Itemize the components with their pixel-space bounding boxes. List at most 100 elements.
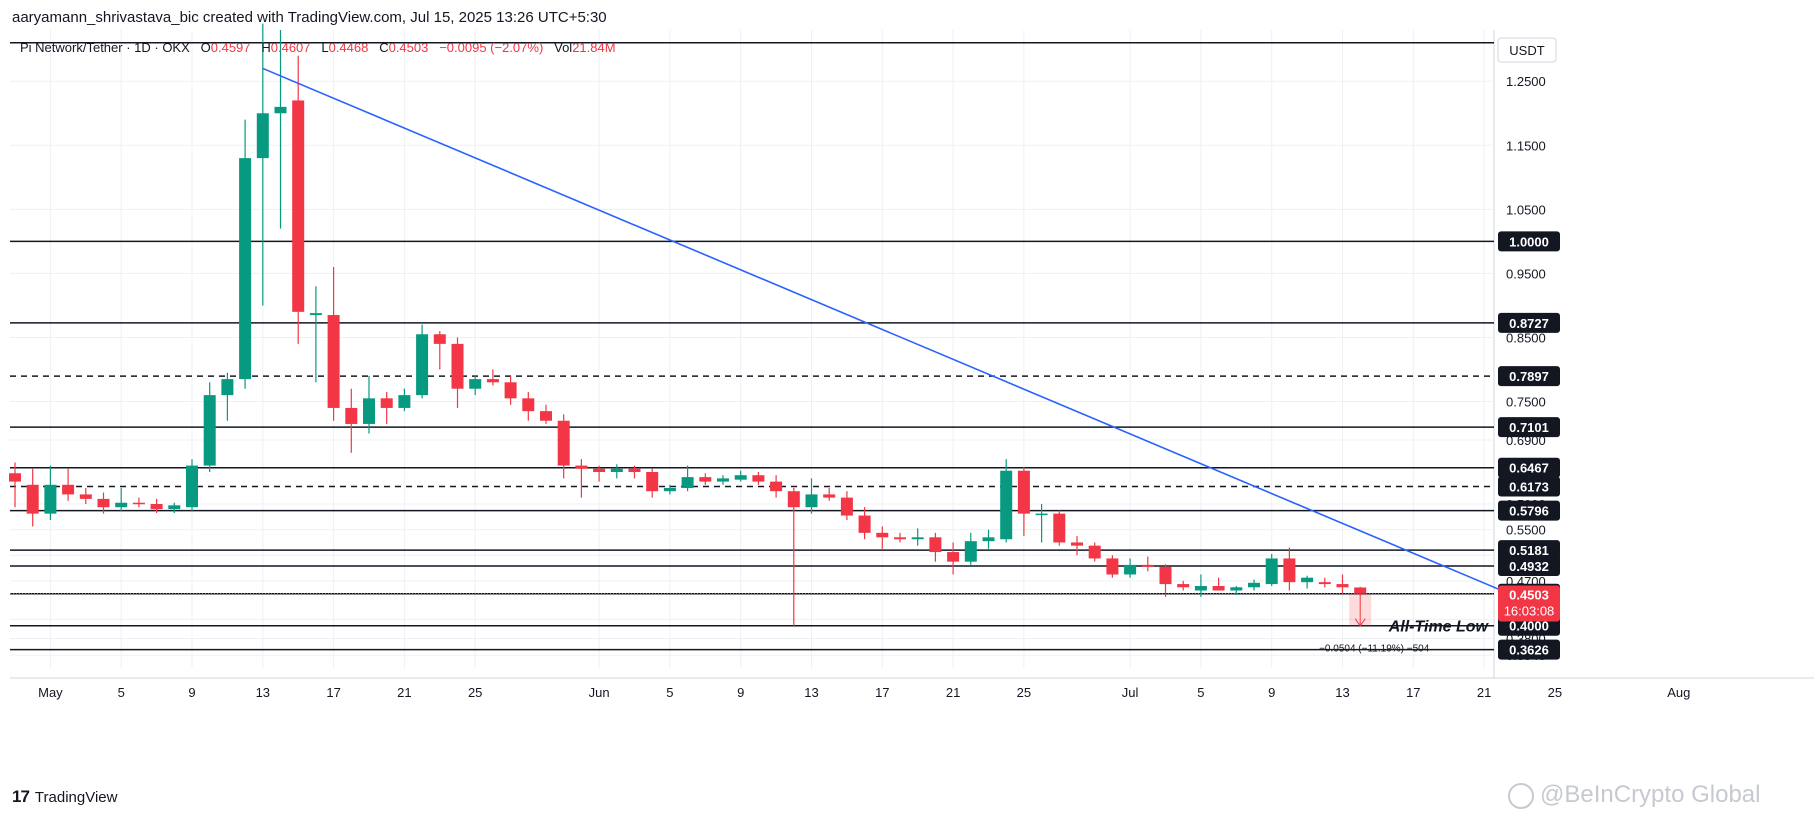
candle-body bbox=[1283, 558, 1296, 583]
trendline bbox=[262, 67, 1556, 614]
candle-body bbox=[982, 537, 995, 542]
x-tick-label: Jun bbox=[589, 685, 610, 700]
level-badge bbox=[1498, 476, 1560, 497]
candle-body bbox=[787, 491, 800, 508]
level-badge bbox=[1498, 556, 1560, 577]
candle-body bbox=[1318, 582, 1331, 585]
candle-body bbox=[752, 475, 765, 482]
y-tick-label: 0.8500 bbox=[1506, 330, 1546, 345]
candle-body bbox=[734, 475, 747, 480]
candle-body bbox=[239, 158, 252, 380]
x-tick-label: 21 bbox=[946, 685, 960, 700]
candle-body bbox=[363, 398, 375, 424]
candle-body bbox=[97, 498, 110, 508]
currency-button[interactable] bbox=[1497, 37, 1557, 63]
candle-body bbox=[1106, 558, 1119, 575]
x-tick-label: 9 bbox=[737, 685, 744, 700]
candle-body bbox=[274, 106, 287, 114]
level-badge-label: 0.3626 bbox=[1509, 643, 1549, 658]
candle-body bbox=[44, 484, 57, 514]
y-tick-label: 0.7500 bbox=[1506, 395, 1546, 410]
candle-body bbox=[1124, 564, 1137, 575]
currency-label: USDT bbox=[1509, 43, 1544, 58]
tradingview-mark-icon: 17 bbox=[12, 787, 30, 806]
candle-body bbox=[9, 473, 21, 482]
candle-body bbox=[947, 552, 960, 562]
candle-body bbox=[717, 478, 729, 482]
candle-body bbox=[964, 541, 977, 562]
level-badge bbox=[1498, 417, 1560, 438]
y-tick-label: 1.2500 bbox=[1506, 74, 1546, 89]
candle-body bbox=[1301, 577, 1314, 583]
candle-body bbox=[168, 505, 181, 510]
x-tick-label: 5 bbox=[118, 685, 125, 700]
level-badge-label: 0.6467 bbox=[1509, 461, 1549, 476]
candle-body bbox=[876, 532, 889, 538]
level-badge-label: 0.7101 bbox=[1509, 420, 1549, 435]
watermark-logo-icon bbox=[1508, 782, 1534, 809]
x-tick-label: 25 bbox=[1548, 685, 1562, 700]
candle-body bbox=[1000, 470, 1013, 540]
candle-body bbox=[221, 379, 234, 396]
candle-body bbox=[522, 398, 535, 412]
x-tick-label: 21 bbox=[1477, 685, 1491, 700]
annotation-label: All-Time Low bbox=[1388, 619, 1490, 636]
candle-body bbox=[540, 411, 552, 421]
open-label: O bbox=[200, 40, 211, 55]
x-tick-label: 13 bbox=[1335, 685, 1349, 700]
x-tick-label: 17 bbox=[326, 685, 340, 700]
current-price-label: 0.4503 bbox=[1509, 588, 1549, 603]
candle-body bbox=[1230, 587, 1243, 591]
candle-body bbox=[593, 468, 606, 472]
candle-body bbox=[1248, 582, 1260, 588]
level-badge bbox=[1498, 231, 1560, 252]
level-badge bbox=[1498, 500, 1560, 521]
candle-body bbox=[451, 343, 464, 389]
candle-body bbox=[1194, 586, 1207, 591]
level-badge-label: 0.5796 bbox=[1509, 504, 1549, 519]
high-label: H bbox=[261, 40, 271, 55]
x-tick-label: 9 bbox=[188, 685, 195, 700]
level-badge bbox=[1498, 540, 1560, 561]
volume-label: Vol bbox=[554, 40, 573, 55]
candle-body bbox=[309, 313, 322, 316]
tradingview-logo[interactable]: 17 TradingView bbox=[12, 787, 117, 807]
candle-body bbox=[840, 497, 853, 516]
level-badge bbox=[1498, 366, 1560, 387]
candle-body bbox=[79, 494, 92, 499]
watermark-text: @BeInCrypto Global bbox=[1540, 781, 1761, 808]
candle-body bbox=[486, 379, 499, 383]
x-tick-label: 5 bbox=[666, 685, 673, 700]
candle-body bbox=[699, 477, 712, 482]
level-badge-label: 1.0000 bbox=[1509, 234, 1549, 249]
candle-body bbox=[433, 334, 446, 344]
x-tick-label: 17 bbox=[875, 685, 889, 700]
level-badge-label: 0.8727 bbox=[1509, 316, 1549, 331]
candle-body bbox=[1354, 587, 1367, 594]
y-tick-label: 0.5500 bbox=[1506, 523, 1546, 538]
x-tick-label: 21 bbox=[397, 685, 411, 700]
close-value: 0.4503 bbox=[388, 40, 429, 55]
level-badge-label: 0.7897 bbox=[1509, 369, 1549, 384]
y-tick-label: 1.0500 bbox=[1506, 202, 1546, 217]
candle-body bbox=[256, 113, 269, 159]
candle-body bbox=[610, 468, 623, 472]
candle-body bbox=[1071, 542, 1083, 546]
candle-body bbox=[575, 465, 588, 469]
symbol-name[interactable]: Pi Network/Tether · 1D · OKX bbox=[20, 40, 190, 55]
candle-body bbox=[327, 315, 340, 408]
low-label: L bbox=[321, 40, 329, 55]
measure-arrowhead-icon bbox=[1354, 618, 1366, 627]
candle-body bbox=[1177, 584, 1190, 588]
candle-body bbox=[858, 515, 871, 533]
level-badge bbox=[1498, 457, 1560, 478]
candle-body bbox=[1088, 545, 1101, 559]
candle-body bbox=[345, 407, 358, 424]
candle-body bbox=[681, 477, 694, 489]
candle-body bbox=[292, 100, 305, 312]
candle-body bbox=[504, 382, 517, 399]
candle-body bbox=[1053, 513, 1066, 543]
tradingview-brand: TradingView bbox=[34, 788, 118, 806]
